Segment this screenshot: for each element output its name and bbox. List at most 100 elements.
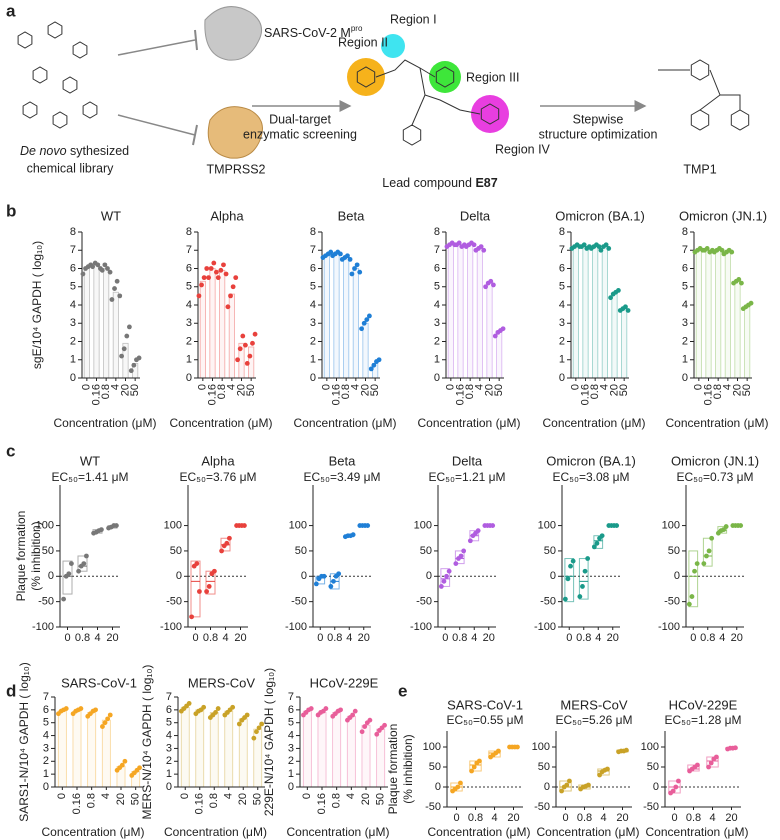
point — [321, 573, 327, 579]
ring — [402, 124, 422, 146]
point — [126, 324, 132, 330]
x-tick-label: 20 — [358, 632, 370, 644]
y-tick-label: 50 — [647, 761, 659, 773]
y-tick-label: 1 — [70, 354, 76, 366]
point — [196, 293, 202, 299]
point — [670, 788, 676, 794]
y-tick-label: 3 — [166, 742, 172, 754]
point — [105, 266, 110, 271]
x-axis-label: Concentration (μM) — [646, 825, 749, 839]
point — [107, 269, 113, 275]
y-tick-label: 7 — [682, 244, 688, 256]
bar — [87, 712, 97, 788]
ring — [690, 109, 710, 131]
chart-title: Omicron (JN.1) — [679, 208, 767, 223]
y-tick-label: 50 — [295, 545, 307, 557]
x-tick-label: 0 — [64, 632, 70, 644]
point — [230, 704, 236, 710]
point — [471, 242, 477, 248]
point — [625, 308, 631, 313]
x-tick-label: 4 — [719, 632, 725, 644]
point — [352, 708, 358, 714]
x-tick-label: 20 — [731, 632, 743, 644]
box — [702, 537, 713, 567]
x-tick-label: 4 — [599, 384, 611, 390]
x-tick-label: 0 — [442, 632, 448, 644]
x-tick-label: 4 — [94, 632, 100, 644]
bar — [621, 308, 628, 379]
panel-label: a — [6, 1, 16, 20]
y-tick-label: 4 — [288, 729, 294, 741]
y-tick-label: 1 — [310, 354, 316, 366]
point — [596, 244, 602, 250]
y-tick-label: 2 — [682, 335, 688, 347]
point — [469, 768, 474, 774]
x-tick-label: 4 — [709, 812, 715, 824]
point — [84, 553, 89, 559]
x-tick-label: 20 — [607, 632, 619, 644]
x-tick-label: 20 — [237, 793, 249, 805]
x-tick-label: 20 — [608, 384, 620, 396]
bar — [467, 244, 474, 379]
y-tick-label: 50 — [420, 545, 432, 557]
y-tick-label: 2 — [43, 755, 49, 767]
y-tick-label: 5 — [310, 281, 316, 293]
library-italic: De novo — [20, 144, 67, 158]
point — [313, 581, 319, 587]
bar — [224, 710, 234, 788]
region-label: Region II — [338, 35, 388, 49]
box — [440, 568, 451, 587]
y-tick-label: 5 — [288, 717, 294, 729]
y-tick-label: 100 — [662, 519, 680, 531]
y-tick-label: 6 — [186, 262, 192, 274]
step-label: structure optimization — [539, 127, 658, 141]
step-label: enzymatic screening — [243, 127, 357, 141]
x-tick-label: 0.8 — [208, 793, 220, 808]
bar — [238, 718, 248, 788]
bar — [302, 710, 312, 788]
x-tick-label: 0 — [453, 812, 459, 824]
bar — [346, 715, 356, 788]
y-tick-label: 3 — [288, 742, 294, 754]
point — [723, 524, 729, 529]
point — [704, 246, 710, 251]
point — [475, 528, 481, 534]
chart-title: Delta — [452, 453, 483, 468]
y-tick-label: 6 — [166, 704, 172, 716]
y-tick-label: 4 — [166, 729, 172, 741]
y-tick-label: 0 — [288, 781, 294, 793]
point — [66, 571, 72, 577]
x-tick-label: 0.8 — [203, 632, 218, 644]
bond — [419, 67, 481, 115]
point — [371, 362, 377, 368]
point — [733, 745, 738, 751]
y-tick-label: -50 — [416, 596, 432, 608]
x-tick-label: 0 — [301, 793, 313, 799]
y-tick-label: 1 — [682, 354, 688, 366]
x-tick-label: 4 — [226, 384, 238, 390]
bond — [720, 94, 741, 110]
x-tick-label: 20 — [234, 632, 246, 644]
ring — [82, 101, 98, 119]
x-tick-label: 4 — [345, 793, 357, 799]
point — [69, 561, 74, 567]
point — [692, 568, 697, 574]
chart-title: Omicron (JN.1) — [671, 453, 759, 468]
point — [704, 553, 709, 559]
bar — [376, 728, 386, 788]
point — [673, 784, 679, 790]
protein-mpro — [204, 6, 263, 61]
point — [254, 729, 259, 735]
y-tick-label: 5 — [166, 717, 172, 729]
point — [701, 561, 707, 567]
y-tick-label: 8 — [559, 226, 565, 238]
y-axis-label: Plaque formation — [14, 511, 28, 602]
lead-id: E87 — [475, 176, 497, 190]
y-tick-label: 6 — [559, 262, 565, 274]
point — [99, 267, 105, 273]
point — [577, 594, 583, 599]
point — [244, 361, 250, 366]
y-tick-label: 7 — [434, 244, 440, 256]
point — [137, 765, 142, 771]
